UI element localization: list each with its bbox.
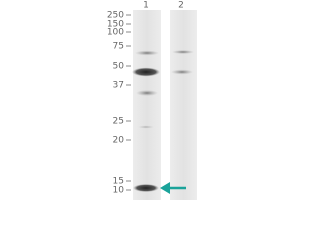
marker-label: 250 bbox=[107, 11, 124, 21]
marker-label: 100 bbox=[107, 28, 124, 38]
marker-label: 150 bbox=[107, 20, 124, 30]
marker-label: 75 bbox=[113, 42, 124, 52]
band bbox=[138, 125, 154, 129]
lane-label: 1 bbox=[143, 1, 149, 11]
band bbox=[172, 50, 194, 54]
arrow bbox=[160, 182, 186, 194]
lane-2 bbox=[170, 10, 197, 200]
band bbox=[133, 184, 159, 192]
marker-label: 25 bbox=[113, 117, 124, 127]
marker-label: 50 bbox=[113, 62, 125, 72]
marker-label: 15 bbox=[113, 177, 124, 187]
band bbox=[135, 50, 159, 56]
band bbox=[171, 69, 193, 75]
band bbox=[132, 67, 160, 77]
lane-label: 2 bbox=[178, 1, 184, 11]
marker-label: 37 bbox=[113, 81, 124, 91]
marker-label: 20 bbox=[113, 136, 125, 146]
marker-label: 10 bbox=[113, 186, 125, 196]
lane-1 bbox=[133, 10, 161, 200]
band bbox=[136, 90, 158, 96]
